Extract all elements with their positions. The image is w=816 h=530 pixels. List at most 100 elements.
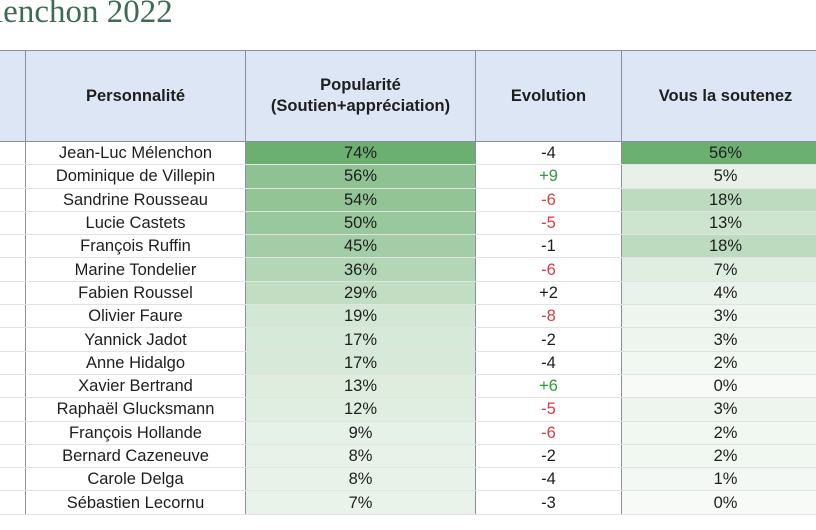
row-index-cell (0, 351, 26, 374)
row-index-cell (0, 258, 26, 281)
support-cell: 18% (622, 188, 816, 211)
evolution-cell: -2 (476, 444, 622, 467)
evolution-cell: -4 (476, 468, 622, 491)
personality-cell: Fabien Roussel (26, 281, 246, 304)
row-index-cell (0, 421, 26, 444)
personality-cell: Lucie Castets (26, 211, 246, 234)
evolution-cell: -3 (476, 491, 622, 514)
personality-cell: Olivier Faure (26, 305, 246, 328)
popularity-cell: 19% (246, 305, 476, 328)
personality-cell: Sébastien Lecornu (26, 491, 246, 514)
header-index (0, 51, 26, 142)
personality-cell: Anne Hidalgo (26, 351, 246, 374)
evolution-cell: -6 (476, 188, 622, 211)
popularity-cell: 17% (246, 328, 476, 351)
evolution-cell: -4 (476, 351, 622, 374)
personality-cell: Dominique de Villepin (26, 165, 246, 188)
evolution-cell: -6 (476, 258, 622, 281)
personality-cell: Sandrine Rousseau (26, 188, 246, 211)
popularity-table: Personnalité Popularité (Soutien+appréci… (0, 50, 816, 515)
support-cell: 0% (622, 491, 816, 514)
results-table-container: Personnalité Popularité (Soutien+appréci… (0, 50, 816, 530)
table-header-row: Personnalité Popularité (Soutien+appréci… (0, 51, 816, 142)
popularity-cell: 8% (246, 444, 476, 467)
support-cell: 56% (622, 142, 816, 165)
popularity-cell: 17% (246, 351, 476, 374)
support-cell: 2% (622, 421, 816, 444)
popularity-cell: 8% (246, 468, 476, 491)
popularity-cell: 12% (246, 398, 476, 421)
evolution-cell: -5 (476, 211, 622, 234)
personality-cell: Raphaël Glucksmann (26, 398, 246, 421)
row-index-cell (0, 328, 26, 351)
header-personality: Personnalité (26, 51, 246, 142)
header-popularity-line2: (Soutien+appréciation) (271, 97, 450, 115)
personality-cell: Jean-Luc Mélenchon (26, 142, 246, 165)
evolution-cell: -2 (476, 328, 622, 351)
popularity-cell: 50% (246, 211, 476, 234)
row-index-cell (0, 165, 26, 188)
popularity-cell: 9% (246, 421, 476, 444)
row-index-cell (0, 211, 26, 234)
personality-cell: Bernard Cazeneuve (26, 444, 246, 467)
row-index-cell (0, 468, 26, 491)
support-cell: 3% (622, 328, 816, 351)
support-cell: 3% (622, 305, 816, 328)
support-cell: 5% (622, 165, 816, 188)
support-cell: 13% (622, 211, 816, 234)
personality-cell: François Hollande (26, 421, 246, 444)
header-popularity-line1: Popularité (320, 76, 401, 94)
personality-cell: Xavier Bertrand (26, 374, 246, 397)
support-cell: 2% (622, 351, 816, 374)
popularity-cell: 54% (246, 188, 476, 211)
support-cell: 4% (622, 281, 816, 304)
support-cell: 18% (622, 235, 816, 258)
row-index-cell (0, 188, 26, 211)
popularity-cell: 56% (246, 165, 476, 188)
personality-cell: Yannick Jadot (26, 328, 246, 351)
evolution-cell: -1 (476, 235, 622, 258)
header-evolution: Evolution (476, 51, 622, 142)
row-index-cell (0, 491, 26, 514)
row-index-cell (0, 444, 26, 467)
page-title: lenchon 2022 (0, 0, 173, 31)
header-popularity: Popularité (Soutien+appréciation) (246, 51, 476, 142)
row-index-cell (0, 281, 26, 304)
evolution-cell: -6 (476, 421, 622, 444)
evolution-cell: +6 (476, 374, 622, 397)
support-cell: 2% (622, 444, 816, 467)
support-cell: 0% (622, 374, 816, 397)
header-support: Vous la soutenez (622, 51, 816, 142)
row-index-cell (0, 305, 26, 328)
popularity-cell: 45% (246, 235, 476, 258)
popularity-cell: 7% (246, 491, 476, 514)
evolution-cell: -5 (476, 398, 622, 421)
support-cell: 7% (622, 258, 816, 281)
row-index-cell (0, 235, 26, 258)
popularity-cell: 74% (246, 142, 476, 165)
popularity-cell: 13% (246, 374, 476, 397)
popularity-cell: 29% (246, 281, 476, 304)
popularity-cell: 36% (246, 258, 476, 281)
row-index-cell (0, 398, 26, 421)
personality-cell: Carole Delga (26, 468, 246, 491)
row-index-cell (0, 142, 26, 165)
evolution-cell: +2 (476, 281, 622, 304)
